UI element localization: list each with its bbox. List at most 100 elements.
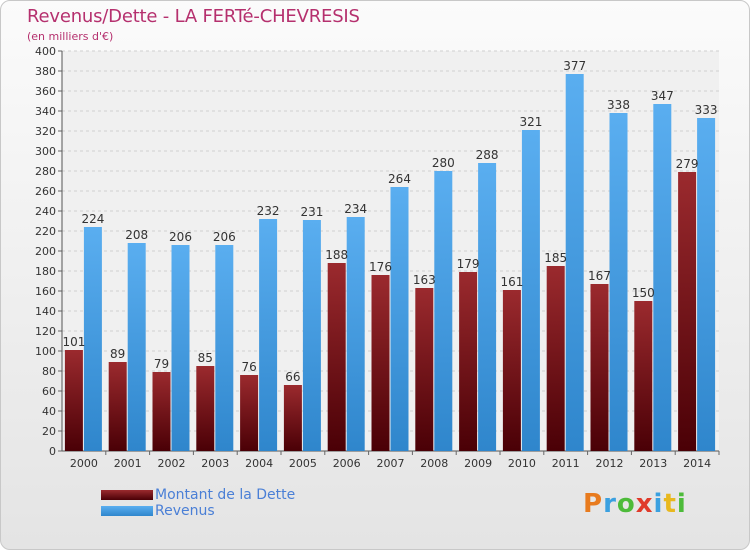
bar-revenus xyxy=(83,227,102,451)
data-label-dette: 89 xyxy=(110,347,125,361)
data-label-dette: 185 xyxy=(544,251,567,265)
bar-revenus xyxy=(521,130,540,451)
data-label-revenus: 288 xyxy=(476,148,499,162)
bar-revenus xyxy=(390,187,409,451)
x-tick-label: 2011 xyxy=(552,457,580,470)
legend-label-revenus: Revenus xyxy=(155,503,215,519)
bar-revenus xyxy=(215,245,234,451)
data-label-revenus: 224 xyxy=(81,212,104,226)
chart-subtitle: (en milliers d'€) xyxy=(27,30,114,43)
x-tick-label: 2014 xyxy=(683,457,711,470)
bar-revenus xyxy=(346,217,365,451)
y-tick-label: 120 xyxy=(35,325,56,338)
y-tick-label: 280 xyxy=(35,165,56,178)
data-label-revenus: 264 xyxy=(388,172,411,186)
logo-letter: x xyxy=(635,489,654,519)
data-label-revenus: 321 xyxy=(519,115,542,129)
data-label-revenus: 234 xyxy=(344,202,367,216)
legend-label-dette: Montant de la Dette xyxy=(155,487,296,503)
x-tick-label: 2013 xyxy=(639,457,667,470)
y-tick-label: 140 xyxy=(35,305,56,318)
y-tick-label: 160 xyxy=(35,285,56,298)
x-tick-label: 2006 xyxy=(333,457,361,470)
bar-dette xyxy=(590,284,609,451)
bar-dette xyxy=(502,290,521,451)
y-tick-label: 20 xyxy=(42,425,56,438)
data-label-dette: 279 xyxy=(676,157,699,171)
y-tick-label: 0 xyxy=(49,445,56,458)
data-label-revenus: 347 xyxy=(651,89,674,103)
bar-revenus xyxy=(302,220,321,451)
data-label-dette: 85 xyxy=(198,351,213,365)
legend: Montant de la Dette Revenus xyxy=(101,487,295,519)
y-tick-label: 220 xyxy=(35,225,56,238)
data-label-dette: 76 xyxy=(241,360,256,374)
data-label-dette: 167 xyxy=(588,269,611,283)
bar-dette xyxy=(152,372,171,451)
y-tick-label: 180 xyxy=(35,265,56,278)
data-label-revenus: 206 xyxy=(169,230,192,244)
bar-revenus xyxy=(171,245,190,451)
data-label-dette: 188 xyxy=(325,248,348,262)
logo-letter: o xyxy=(616,489,636,519)
bar-revenus xyxy=(697,118,716,451)
x-tick-label: 2008 xyxy=(420,457,448,470)
bar-dette xyxy=(64,350,83,451)
y-tick-label: 40 xyxy=(42,405,56,418)
y-tick-label: 340 xyxy=(35,105,56,118)
bar-revenus xyxy=(478,163,497,451)
bar-dette xyxy=(459,272,478,451)
bar-dette xyxy=(327,263,346,451)
x-tick-label: 2002 xyxy=(158,457,186,470)
bar-dette xyxy=(283,385,302,451)
bar-dette xyxy=(415,288,434,451)
bar-dette xyxy=(634,301,653,451)
logo-letter: i xyxy=(653,489,664,519)
bar-revenus xyxy=(653,104,672,451)
data-label-revenus: 232 xyxy=(257,204,280,218)
bar-dette xyxy=(371,275,390,451)
bar-dette xyxy=(240,375,259,451)
data-label-revenus: 280 xyxy=(432,156,455,170)
y-tick-label: 320 xyxy=(35,125,56,138)
x-tick-label: 2010 xyxy=(508,457,536,470)
y-tick-label: 260 xyxy=(35,185,56,198)
data-label-dette: 66 xyxy=(285,370,300,384)
x-tick-label: 2012 xyxy=(596,457,624,470)
x-tick-label: 2007 xyxy=(377,457,405,470)
x-tick-label: 2001 xyxy=(114,457,142,470)
data-label-revenus: 208 xyxy=(125,228,148,242)
logo-letter: t xyxy=(663,489,677,519)
logo-letter: P xyxy=(583,489,604,519)
x-tick-label: 2000 xyxy=(70,457,98,470)
y-tick-label: 100 xyxy=(35,345,56,358)
x-tick-label: 2009 xyxy=(464,457,492,470)
data-label-dette: 176 xyxy=(369,260,392,274)
legend-item-dette: Montant de la Dette xyxy=(101,487,295,503)
bar-dette xyxy=(196,366,215,451)
bar-revenus xyxy=(259,219,278,451)
data-label-dette: 150 xyxy=(632,286,655,300)
proxiti-logo: Proxiti xyxy=(583,489,687,519)
data-label-revenus: 231 xyxy=(300,205,323,219)
bar-dette xyxy=(678,172,697,451)
y-tick-label: 360 xyxy=(35,85,56,98)
data-label-dette: 161 xyxy=(500,275,523,289)
x-tick-label: 2005 xyxy=(289,457,317,470)
data-label-dette: 79 xyxy=(154,357,169,371)
bar-revenus xyxy=(127,243,146,451)
y-tick-label: 240 xyxy=(35,205,56,218)
data-label-dette: 179 xyxy=(457,257,480,271)
bar-dette xyxy=(546,266,565,451)
legend-swatch-revenus xyxy=(101,506,153,516)
x-tick-label: 2004 xyxy=(245,457,273,470)
legend-swatch-dette xyxy=(101,490,153,500)
y-tick-label: 200 xyxy=(35,245,56,258)
label-layer: 0 20 40 60 80 100 120 140 160 180 200 220 240 260 280 3… xyxy=(35,45,718,470)
bar-revenus xyxy=(609,113,628,451)
logo-letter: r xyxy=(603,489,617,519)
data-label-dette: 101 xyxy=(62,335,85,349)
data-label-revenus: 333 xyxy=(695,103,718,117)
